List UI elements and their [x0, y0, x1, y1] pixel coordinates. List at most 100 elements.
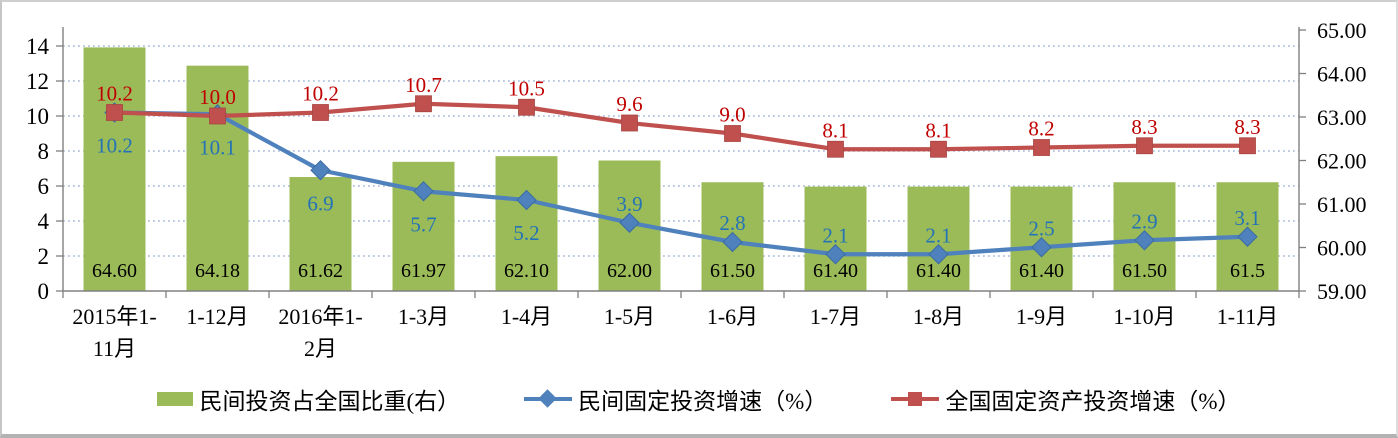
bar-value-label: 61.50	[710, 260, 755, 282]
data-label-private-growth: 5.7	[410, 212, 436, 236]
data-label-private-growth: 2.9	[1131, 209, 1157, 233]
category-label: 2016年1-	[278, 304, 362, 329]
category-label: 1-9月	[1016, 304, 1067, 329]
category-label: 1-7月	[810, 304, 861, 329]
bar	[804, 186, 867, 291]
diamond-marker-icon	[722, 231, 743, 253]
y-axis-right-label: 64.00	[1317, 62, 1367, 87]
data-label-private-growth: 2.1	[822, 223, 848, 247]
square-marker-icon	[621, 114, 638, 132]
category-label: 1-8月	[913, 304, 964, 329]
bar	[289, 177, 352, 291]
line-national-growth	[112, 101, 1250, 152]
category-label: 1-6月	[707, 304, 758, 329]
diamond-marker-icon	[619, 212, 640, 233]
square-marker-icon	[1239, 137, 1256, 155]
square-marker-icon	[209, 107, 226, 125]
y-axis-left-label: 14	[26, 34, 50, 59]
legend: 民间投资占全国比重(右） 民间固定投资增速（%） 全国固定资产投资增速（%）	[2, 382, 1396, 416]
data-label-private-growth: 2.1	[925, 223, 951, 247]
data-label-private-growth: 6.9	[307, 191, 333, 215]
y-axis-left-label: 8	[38, 139, 50, 164]
legend-item-private-growth[interactable]: 民间固定投资增速（%）	[524, 382, 827, 416]
data-label-private-growth: 5.2	[513, 221, 539, 245]
data-label-national-growth: 10.7	[405, 73, 442, 97]
diamond-marker-icon	[1031, 237, 1052, 258]
square-marker-icon	[415, 95, 432, 113]
legend-item-national-growth[interactable]: 全国固定资产投资增速（%）	[891, 382, 1241, 416]
category-label: 2月	[304, 336, 337, 361]
line-diamond-swatch-icon	[524, 389, 573, 408]
category-label: 2015年1-	[72, 304, 156, 329]
data-label-national-growth: 10.2	[302, 82, 339, 106]
y-axis-right-label: 65.00	[1317, 18, 1367, 43]
bar	[907, 186, 970, 291]
data-label-private-growth: 3.9	[616, 192, 642, 216]
bar-value-label: 64.18	[195, 260, 240, 282]
square-marker-icon	[1033, 139, 1050, 156]
bar-value-label: 64.60	[92, 260, 137, 282]
data-label-national-growth: 8.3	[1131, 115, 1157, 139]
data-label-national-growth: 8.2	[1028, 117, 1054, 141]
data-label-national-growth: 10.0	[199, 85, 236, 109]
legend-label-national-growth: 全国固定资产投资增速（%）	[945, 389, 1241, 414]
category-label: 1-11月	[1217, 304, 1279, 329]
square-marker-icon	[1136, 137, 1153, 155]
data-label-national-growth: 9.6	[616, 92, 642, 116]
diamond-marker-icon	[825, 244, 846, 265]
data-label-national-growth: 9.0	[719, 103, 745, 127]
diamond-marker-icon	[1237, 226, 1258, 247]
y-axis-left-label: 12	[26, 69, 49, 94]
legend-label-bar-share: 民间投资占全国比重(右）	[199, 389, 461, 414]
legend-label-private-growth: 民间固定投资增速（%）	[578, 389, 828, 414]
square-marker-icon	[312, 104, 329, 121]
data-label-national-growth: 10.2	[96, 82, 133, 106]
data-label-private-growth: 10.2	[96, 134, 133, 158]
category-label: 1-12月	[186, 304, 248, 329]
data-label-private-growth: 2.8	[719, 211, 745, 235]
bar	[495, 156, 558, 291]
bar	[83, 47, 146, 292]
data-label-national-growth: 8.3	[1234, 115, 1260, 139]
bar-value-label: 61.5	[1230, 260, 1265, 282]
diamond-marker-icon	[516, 189, 537, 211]
bar-value-label: 62.10	[504, 260, 549, 282]
bar-value-label: 62.00	[607, 260, 652, 282]
bar-value-label: 61.50	[1122, 260, 1167, 282]
square-marker-icon	[724, 125, 741, 142]
bar-value-label: 61.40	[813, 260, 858, 282]
bar-value-label: 61.62	[298, 260, 343, 282]
diamond-marker-icon	[928, 244, 949, 265]
y-axis-left-label: 4	[38, 209, 50, 234]
diamond-marker-icon	[1134, 230, 1155, 251]
y-axis-left-label: 0	[38, 279, 50, 304]
y-axis-right-label: 63.00	[1317, 105, 1367, 130]
square-marker-icon	[930, 140, 947, 158]
diamond-marker-icon	[310, 160, 331, 181]
data-label-private-growth: 10.1	[199, 135, 236, 159]
bar-value-label: 61.40	[1019, 260, 1064, 282]
y-axis-right-label: 61.00	[1317, 192, 1367, 217]
y-axis-left-label: 6	[38, 174, 50, 199]
legend-item-bar-share[interactable]: 民间投资占全国比重(右）	[157, 382, 460, 416]
bar-value-label: 61.40	[916, 260, 961, 282]
category-label: 1-3月	[398, 304, 449, 329]
data-label-private-growth: 2.5	[1028, 216, 1054, 240]
y-axis-right-label: 59.00	[1317, 279, 1367, 304]
bar-value-label: 61.97	[401, 260, 446, 282]
chart-canvas: 64.60 64.18 61.62 61.97 62.10 62.00 61.50 61.40…	[26, 18, 1367, 361]
category-label: 11月	[93, 336, 136, 361]
category-label: 1-10月	[1113, 304, 1175, 329]
y-axis-right-label: 62.00	[1317, 149, 1367, 174]
bar	[186, 65, 249, 291]
y-axis-left-label: 10	[26, 104, 49, 129]
square-marker-icon	[518, 98, 535, 116]
category-label: 1-4月	[501, 304, 552, 329]
square-marker-icon	[106, 104, 123, 121]
y-axis-right-label: 60.00	[1317, 236, 1367, 261]
data-label-private-growth: 3.1	[1234, 206, 1260, 230]
y-axis-left-label: 2	[38, 244, 50, 269]
category-label: 1-5月	[604, 304, 655, 329]
diamond-marker-icon	[413, 181, 434, 202]
